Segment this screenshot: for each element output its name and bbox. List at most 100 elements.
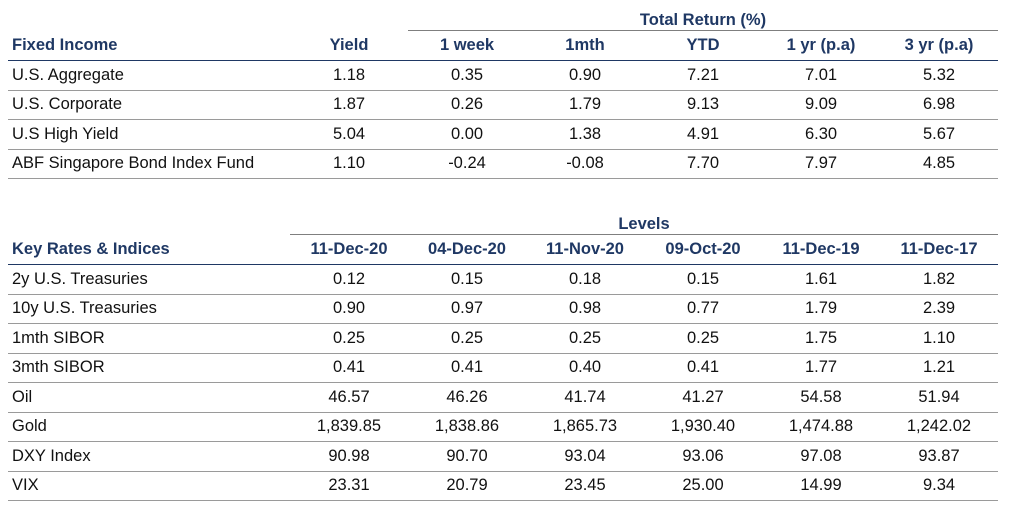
cell-value: 1.79	[762, 294, 880, 324]
cell-value: 0.25	[526, 323, 644, 354]
row-label: 3mth SIBOR	[8, 353, 290, 383]
fixed-income-table: Total Return (%) Fixed Income Yield 1 we…	[8, 4, 999, 179]
cell-value: 0.00	[408, 119, 526, 150]
cell-value: 23.31	[290, 471, 408, 501]
cell-value: 5.67	[880, 119, 999, 150]
cell-value: 41.27	[644, 382, 762, 413]
cell-value: 93.04	[526, 441, 644, 472]
fixed-income-body: U.S. Aggregate 1.18 0.35 0.90 7.21 7.01 5.32 U.…	[8, 60, 999, 179]
cell-value: 1.75	[762, 323, 880, 354]
cell-value: 0.40	[526, 353, 644, 383]
table-row: Oil 46.57 46.26 41.74 41.27 54.58 51.94	[8, 382, 998, 413]
row-label: 10y U.S. Treasuries	[8, 294, 290, 324]
column-header: 1 yr (p.a)	[762, 30, 880, 61]
table-row: U.S High Yield 5.04 0.00 1.38 4.91 6.30 5.67	[8, 119, 999, 150]
cell-value: 51.94	[880, 382, 998, 413]
cell-value: 1.21	[880, 353, 998, 383]
cell-value: 7.21	[644, 60, 762, 91]
row-label: 1mth SIBOR	[8, 323, 290, 354]
key-rates-table: Levels Key Rates & Indices 11-Dec-20 04-…	[8, 208, 998, 501]
cell-value: 1.10	[880, 323, 998, 354]
cell-value: 1.10	[290, 149, 408, 179]
cell-value: 20.79	[408, 471, 526, 501]
cell-value: 0.77	[644, 294, 762, 324]
table-row: 10y U.S. Treasuries 0.90 0.97 0.98 0.77 1.79 2…	[8, 294, 998, 324]
row-label: Oil	[8, 382, 290, 413]
key-rates-header-row: Key Rates & Indices 11-Dec-20 04-Dec-20 …	[8, 234, 998, 265]
cell-value: 41.74	[526, 382, 644, 413]
column-header: 1 week	[408, 30, 526, 61]
levels-group-header: Levels	[290, 208, 998, 235]
table-row: 2y U.S. Treasuries 0.12 0.15 0.18 0.15 1.61 1.…	[8, 264, 998, 295]
cell-value: 0.98	[526, 294, 644, 324]
table-row: U.S. Corporate 1.87 0.26 1.79 9.13 9.09 6.98	[8, 90, 999, 120]
cell-value: 0.35	[408, 60, 526, 91]
row-label: DXY Index	[8, 441, 290, 472]
table-row: Gold 1,839.85 1,838.86 1,865.73 1,930.40 1,47…	[8, 412, 998, 442]
cell-value: 7.01	[762, 60, 880, 91]
column-header: Yield	[290, 30, 408, 61]
column-header: 09-Oct-20	[644, 234, 762, 265]
cell-value: 0.41	[644, 353, 762, 383]
cell-value: 1,242.02	[880, 412, 998, 442]
cell-value: 97.08	[762, 441, 880, 472]
cell-value: 46.26	[408, 382, 526, 413]
cell-value: 0.97	[408, 294, 526, 324]
row-label: 2y U.S. Treasuries	[8, 264, 290, 295]
column-header: Key Rates & Indices	[8, 234, 290, 265]
cell-value: 4.91	[644, 119, 762, 150]
table-row: ABF Singapore Bond Index Fund 1.10 -0.24 -0…	[8, 149, 999, 179]
cell-value: 1,930.40	[644, 412, 762, 442]
column-header: 11-Dec-20	[290, 234, 408, 265]
column-header: Fixed Income	[8, 30, 290, 61]
cell-value: 5.32	[880, 60, 999, 91]
cell-value: 9.09	[762, 90, 880, 120]
cell-value: 1.82	[880, 264, 998, 295]
cell-value: 93.87	[880, 441, 998, 472]
cell-value: 0.18	[526, 264, 644, 295]
row-label: VIX	[8, 471, 290, 501]
cell-value: 0.12	[290, 264, 408, 295]
cell-value: 1.18	[290, 60, 408, 91]
cell-value: 1.61	[762, 264, 880, 295]
cell-value: 1,838.86	[408, 412, 526, 442]
cell-value: 0.25	[290, 323, 408, 354]
cell-value: 6.98	[880, 90, 999, 120]
cell-value: 23.45	[526, 471, 644, 501]
group-spacer	[290, 4, 408, 31]
cell-value: 0.15	[644, 264, 762, 295]
column-header: 11-Nov-20	[526, 234, 644, 265]
row-label: U.S. Corporate	[8, 90, 290, 120]
table-row: VIX 23.31 20.79 23.45 25.00 14.99 9.34	[8, 471, 998, 501]
cell-value: 1,474.88	[762, 412, 880, 442]
cell-value: -0.08	[526, 149, 644, 179]
cell-value: 1,839.85	[290, 412, 408, 442]
cell-value: 14.99	[762, 471, 880, 501]
cell-value: 9.34	[880, 471, 998, 501]
table-row: 1mth SIBOR 0.25 0.25 0.25 0.25 1.75 1.10	[8, 323, 998, 354]
cell-value: 1,865.73	[526, 412, 644, 442]
key-rates-group-row: Levels	[8, 208, 998, 235]
cell-value: 1.79	[526, 90, 644, 120]
cell-value: 0.25	[644, 323, 762, 354]
column-header: 1mth	[526, 30, 644, 61]
fixed-income-group-row: Total Return (%)	[8, 4, 999, 31]
row-label: Gold	[8, 412, 290, 442]
group-spacer	[8, 4, 290, 31]
cell-value: 0.90	[526, 60, 644, 91]
table-row: DXY Index 90.98 90.70 93.04 93.06 97.08 93.87	[8, 441, 998, 472]
row-label: U.S High Yield	[8, 119, 290, 150]
cell-value: 0.41	[408, 353, 526, 383]
cell-value: 7.70	[644, 149, 762, 179]
row-label: ABF Singapore Bond Index Fund	[8, 149, 290, 179]
cell-value: 1.87	[290, 90, 408, 120]
table-row: 3mth SIBOR 0.41 0.41 0.40 0.41 1.77 1.21	[8, 353, 998, 383]
row-label: U.S. Aggregate	[8, 60, 290, 91]
table-row: U.S. Aggregate 1.18 0.35 0.90 7.21 7.01 5.32	[8, 60, 999, 91]
key-rates-body: 2y U.S. Treasuries 0.12 0.15 0.18 0.15 1.61 1.…	[8, 264, 998, 501]
cell-value: 7.97	[762, 149, 880, 179]
column-header: YTD	[644, 30, 762, 61]
cell-value: 4.85	[880, 149, 999, 179]
cell-value: -0.24	[408, 149, 526, 179]
